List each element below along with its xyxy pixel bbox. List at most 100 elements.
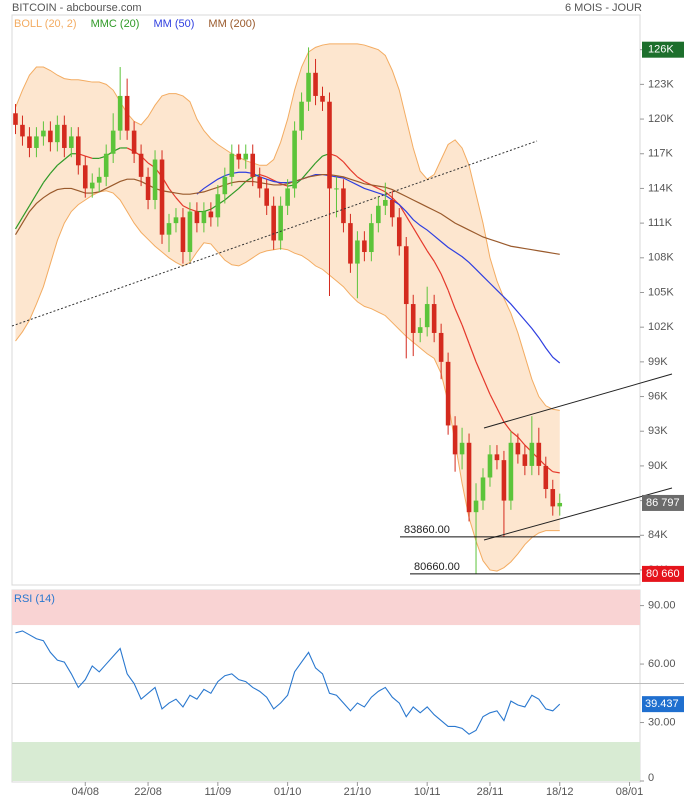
y-tick-label: 111K — [648, 217, 673, 229]
candle-body — [41, 130, 46, 137]
candle-body — [13, 113, 18, 125]
moving-average-segment — [182, 205, 191, 210]
y-tick-label: 90.00 — [648, 599, 676, 611]
candle-body — [424, 304, 430, 328]
x-tick-label: 10/11 — [414, 786, 441, 798]
candle-body — [89, 182, 95, 189]
rsi-zone — [12, 590, 640, 626]
moving-average-segment — [56, 159, 65, 166]
candle-body — [208, 211, 214, 218]
candle-body — [459, 442, 465, 455]
candle-body — [124, 95, 130, 131]
moving-average-segment — [384, 191, 393, 199]
moving-average-segment — [503, 421, 512, 432]
candle-body — [320, 95, 325, 102]
candle-body — [201, 211, 207, 224]
candle-body — [27, 136, 32, 148]
candle-body — [550, 489, 556, 507]
candle-body — [334, 188, 339, 190]
candle-body — [236, 153, 242, 160]
candle-body — [501, 460, 507, 501]
y-tick-label: 99K — [648, 356, 668, 368]
moving-average-segment — [35, 182, 44, 195]
candle-body — [445, 361, 451, 426]
candle-body — [187, 211, 193, 253]
moving-average-segment — [259, 173, 267, 178]
rsi-zone — [12, 742, 640, 781]
moving-average-segment — [349, 169, 358, 178]
x-tick-label: 22/08 — [134, 786, 162, 798]
candle-body — [117, 95, 123, 131]
moving-average-segment — [21, 205, 30, 218]
candle-body — [20, 124, 25, 137]
moving-average-segment — [85, 155, 93, 159]
moving-average-segment — [63, 153, 72, 160]
moving-average-segment — [245, 176, 254, 182]
moving-average-segment — [14, 217, 23, 230]
moving-average-segment — [42, 173, 51, 184]
candle-body — [278, 205, 283, 241]
moving-average-segment — [482, 377, 491, 395]
legend-entry: MM (50) — [153, 18, 194, 30]
y-tick-label: 126K — [648, 44, 674, 56]
candle-body — [138, 153, 144, 177]
candle-body — [396, 217, 402, 247]
moving-average-segment — [308, 162, 316, 172]
candle-body — [110, 130, 116, 154]
moving-average-segment — [315, 155, 323, 164]
y-tick-box — [642, 41, 684, 58]
price-tag — [642, 565, 684, 582]
candle-body — [341, 188, 346, 224]
candle-body — [145, 176, 151, 200]
candle-body — [173, 217, 179, 224]
header-title: BITCOIN - abcbourse.com — [12, 2, 142, 14]
x-tick-label: 28/11 — [477, 786, 504, 798]
moving-average-segment — [433, 260, 442, 275]
legend-entry: MMC (20) — [91, 18, 140, 30]
candle-body — [508, 442, 514, 501]
candle-body — [369, 223, 374, 253]
candle-body — [438, 332, 444, 362]
candle-body — [383, 199, 388, 206]
candle-body — [215, 194, 221, 218]
moving-average-segment — [28, 193, 37, 207]
moving-average-segment — [552, 471, 560, 474]
x-tick-label: 08/01 — [616, 786, 644, 798]
rsi-line — [15, 630, 561, 735]
x-tick-label: 21/10 — [344, 786, 372, 798]
moving-average-segment — [342, 161, 351, 171]
candle-body — [159, 159, 165, 235]
y-tick-label: 108K — [648, 252, 674, 264]
price-tag-label: 80 660 — [646, 568, 680, 580]
y-tick-label: 120K — [648, 113, 674, 125]
moving-average-segment — [419, 238, 428, 252]
y-tick-label: 117K — [648, 148, 674, 160]
candle-body — [480, 477, 486, 501]
candle-body — [362, 240, 367, 253]
candle-body — [48, 130, 53, 143]
candle-body — [55, 124, 60, 143]
moving-average-segment — [475, 361, 484, 379]
candle-body — [194, 211, 200, 224]
price-tag — [642, 494, 684, 511]
candle-body — [452, 425, 458, 455]
moving-average-segment — [238, 181, 247, 189]
candle-body — [473, 500, 479, 513]
moving-average-segment — [454, 308, 463, 326]
candle-body — [348, 223, 353, 264]
header-period: 6 MOIS - JOUR — [565, 2, 642, 14]
candle-body — [431, 304, 437, 333]
moving-average-segment — [301, 170, 310, 180]
candle-body — [103, 153, 109, 177]
moving-average-segment — [203, 208, 212, 213]
bollinger-fill — [15, 43, 560, 572]
candle-body — [306, 72, 311, 102]
y-tick-label: 114K — [648, 182, 674, 194]
candle-body — [285, 188, 290, 206]
level-label: 83860.00 — [404, 524, 450, 536]
price-tag-label: 86 797 — [646, 497, 680, 509]
candle-body — [299, 101, 304, 131]
legend-entry: MM (200) — [208, 18, 255, 30]
moving-average-segment — [336, 155, 344, 163]
